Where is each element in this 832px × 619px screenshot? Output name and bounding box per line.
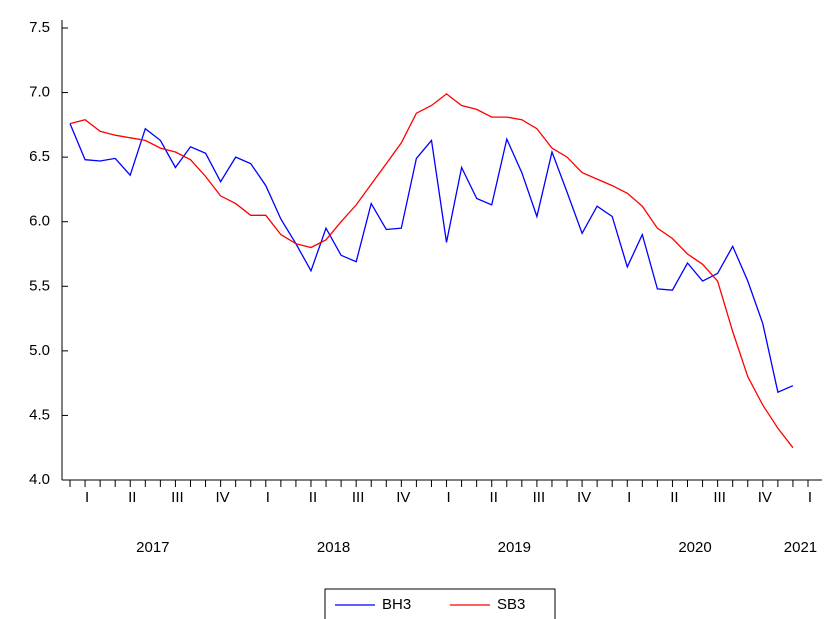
x-tick-label: II	[309, 489, 317, 506]
series-line	[70, 94, 793, 448]
x-tick-label: III	[713, 489, 726, 506]
year-label: 2021	[784, 539, 817, 556]
y-tick-label: 5.0	[29, 342, 50, 359]
x-tick-label: IV	[396, 489, 410, 506]
x-tick-label: I	[446, 489, 450, 506]
y-tick-label: 4.5	[29, 406, 50, 423]
x-tick-label: III	[533, 489, 546, 506]
y-tick-label: 6.5	[29, 148, 50, 165]
legend-label: SB3	[497, 596, 525, 613]
y-tick-label: 7.5	[29, 19, 50, 36]
x-tick-label: IV	[758, 489, 772, 506]
x-tick-label: I	[266, 489, 270, 506]
year-label: 2019	[498, 539, 531, 556]
year-label: 2017	[136, 539, 169, 556]
x-tick-label: I	[808, 489, 812, 506]
y-tick-label: 5.5	[29, 277, 50, 294]
year-label: 2018	[317, 539, 350, 556]
x-tick-label: II	[128, 489, 136, 506]
x-tick-label: IV	[577, 489, 591, 506]
x-tick-label: I	[85, 489, 89, 506]
y-tick-label: 6.0	[29, 213, 50, 230]
chart: 4.04.55.05.56.06.57.07.5IIIIIIIVIIIIIIIV…	[0, 0, 832, 619]
y-tick-label: 4.0	[29, 471, 50, 488]
x-tick-label: IV	[216, 489, 230, 506]
y-tick-label: 7.0	[29, 84, 50, 101]
x-tick-label: II	[670, 489, 678, 506]
year-label: 2020	[678, 539, 711, 556]
x-tick-label: II	[490, 489, 498, 506]
series-line	[70, 124, 793, 393]
x-tick-label: III	[352, 489, 365, 506]
x-tick-label: III	[171, 489, 184, 506]
x-tick-label: I	[627, 489, 631, 506]
legend-label: BH3	[382, 596, 411, 613]
